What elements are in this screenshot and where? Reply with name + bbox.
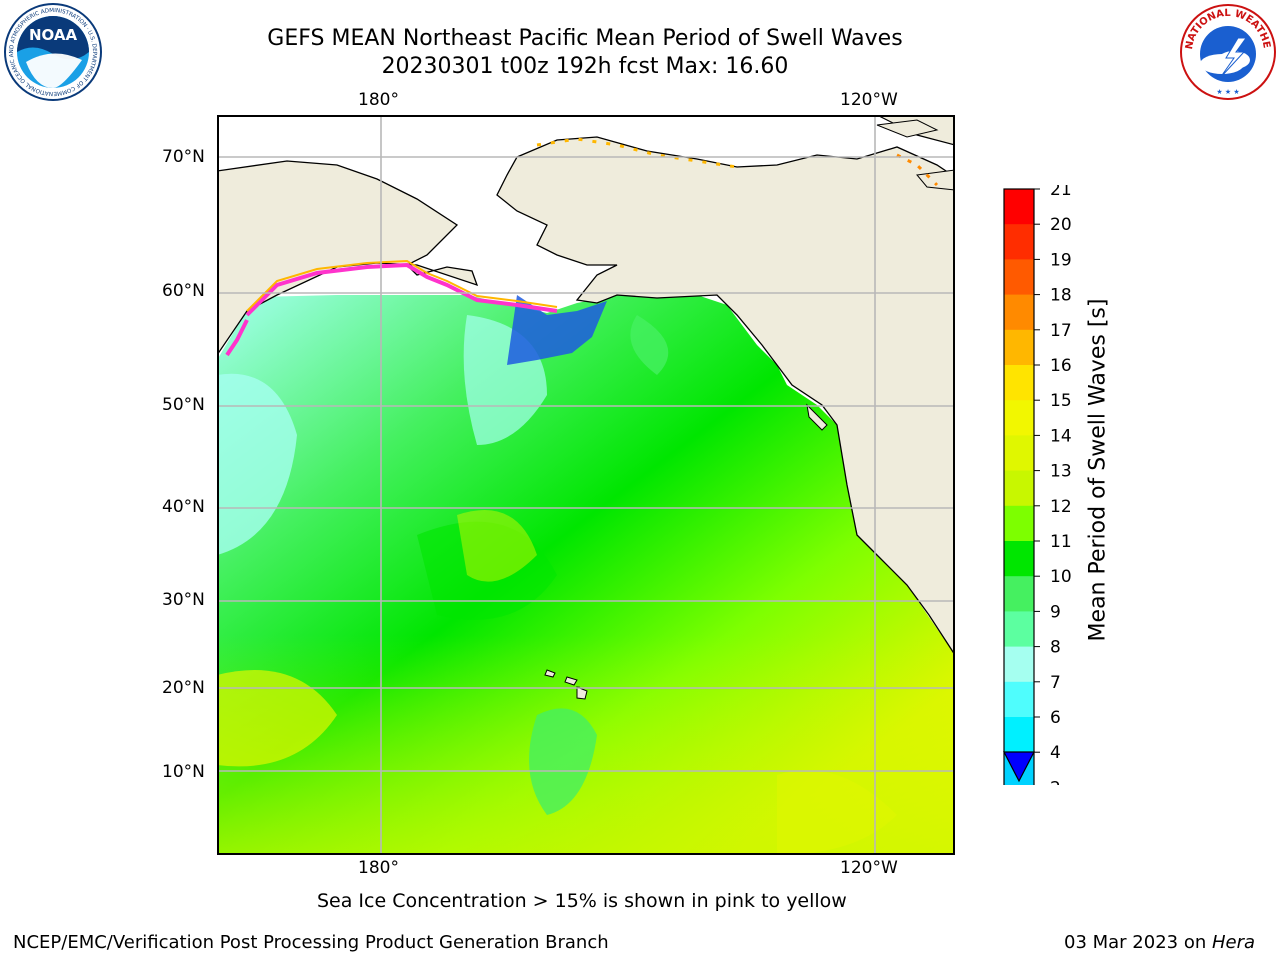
- colorbar-label: Mean Period of Swell Waves [s]: [1085, 298, 1111, 642]
- generated-date: 03 Mar 2023 on Hera: [1064, 932, 1255, 953]
- colorbar-bin: [1004, 294, 1034, 331]
- colorbar-bin: [1004, 189, 1034, 225]
- colorbar-bin: [1004, 541, 1034, 577]
- date-text: 03 Mar 2023 on: [1064, 932, 1212, 953]
- host-name: Hera: [1211, 932, 1256, 953]
- lon-label-top-180: 180°: [358, 90, 399, 110]
- lat-label-20n: 20°N: [162, 678, 205, 698]
- lat-label-30n: 30°N: [162, 590, 205, 610]
- colorbar-bin: [1004, 505, 1034, 542]
- noaa-logo-text: NOAA: [29, 26, 78, 44]
- colorbar-under-arrow: [1003, 751, 1035, 783]
- map-plot: [217, 115, 955, 855]
- lat-label-50n: 50°N: [162, 395, 205, 415]
- colorbar-bin: [1004, 224, 1034, 260]
- colorbar-tick-label: 4: [1050, 743, 1061, 763]
- colorbar-bin: [1004, 365, 1034, 401]
- colorbar-bin: [1004, 400, 1034, 436]
- colorbar-tick-label: 12: [1050, 497, 1072, 517]
- colorbar-bin: [1004, 717, 1034, 753]
- colorbar-tick-label: 9: [1050, 602, 1061, 622]
- colorbar-tick-label: 14: [1050, 426, 1072, 446]
- colorbar-tick-label: 15: [1050, 391, 1072, 411]
- colorbar-bin: [1004, 611, 1034, 648]
- colorbar: 21 20 19 18 17 16 15 14 13 12 11 10 9 8 7 6 4 2: [1003, 185, 1072, 785]
- lon-label-top-120w: 120°W: [840, 90, 898, 110]
- colorbar-tick-label: 17: [1050, 321, 1072, 341]
- colorbar-tick-label: 21: [1050, 185, 1072, 200]
- colorbar-bin: [1004, 329, 1034, 366]
- colorbar-tick-label: 20: [1050, 215, 1072, 235]
- colorbar-bin: [1004, 259, 1034, 296]
- colorbar-tick-label: 10: [1050, 567, 1072, 587]
- lat-label-40n: 40°N: [162, 497, 205, 517]
- colorbar-bin: [1004, 681, 1034, 718]
- colorbar-tick-label: 6: [1050, 708, 1061, 728]
- colorbar-tick-label: 16: [1050, 356, 1072, 376]
- colorbar-tick-label: 18: [1050, 286, 1072, 306]
- colorbar-bin: [1004, 646, 1034, 683]
- map-title: GEFS MEAN Northeast Pacific Mean Period …: [267, 26, 903, 51]
- colorbar-tick-label: 7: [1050, 673, 1061, 693]
- colorbar-tick-label: 2: [1050, 778, 1061, 785]
- nws-logo: NATIONAL WEATHER SERVICE ★ ★ ★: [1178, 2, 1276, 100]
- colorbar-tick-label: 8: [1050, 638, 1061, 658]
- svg-text:★ ★ ★: ★ ★ ★: [1216, 88, 1239, 96]
- colorbar-bin: [1004, 576, 1034, 612]
- colorbar-tick-label: 13: [1050, 462, 1072, 482]
- branch-credit: NCEP/EMC/Verification Post Processing Pr…: [13, 932, 609, 953]
- map-subtitle: 20230301 t00z 192h fcst Max: 16.60: [381, 54, 789, 79]
- sea-ice-note: Sea Ice Concentration > 15% is shown in …: [317, 890, 847, 912]
- lon-label-bottom-180: 180°: [358, 858, 399, 878]
- colorbar-bin: [1004, 470, 1034, 507]
- lat-label-10n: 10°N: [162, 762, 205, 782]
- noaa-logo: NOAA NATIONAL OCEANIC AND ATMOSPHERIC AD…: [2, 2, 102, 101]
- colorbar-tick-label: 11: [1050, 532, 1072, 552]
- lat-label-60n: 60°N: [162, 281, 205, 301]
- lon-label-bottom-120w: 120°W: [840, 858, 898, 878]
- colorbar-tick-label: 19: [1050, 250, 1072, 270]
- colorbar-bin: [1004, 435, 1034, 472]
- lat-label-70n: 70°N: [162, 147, 205, 167]
